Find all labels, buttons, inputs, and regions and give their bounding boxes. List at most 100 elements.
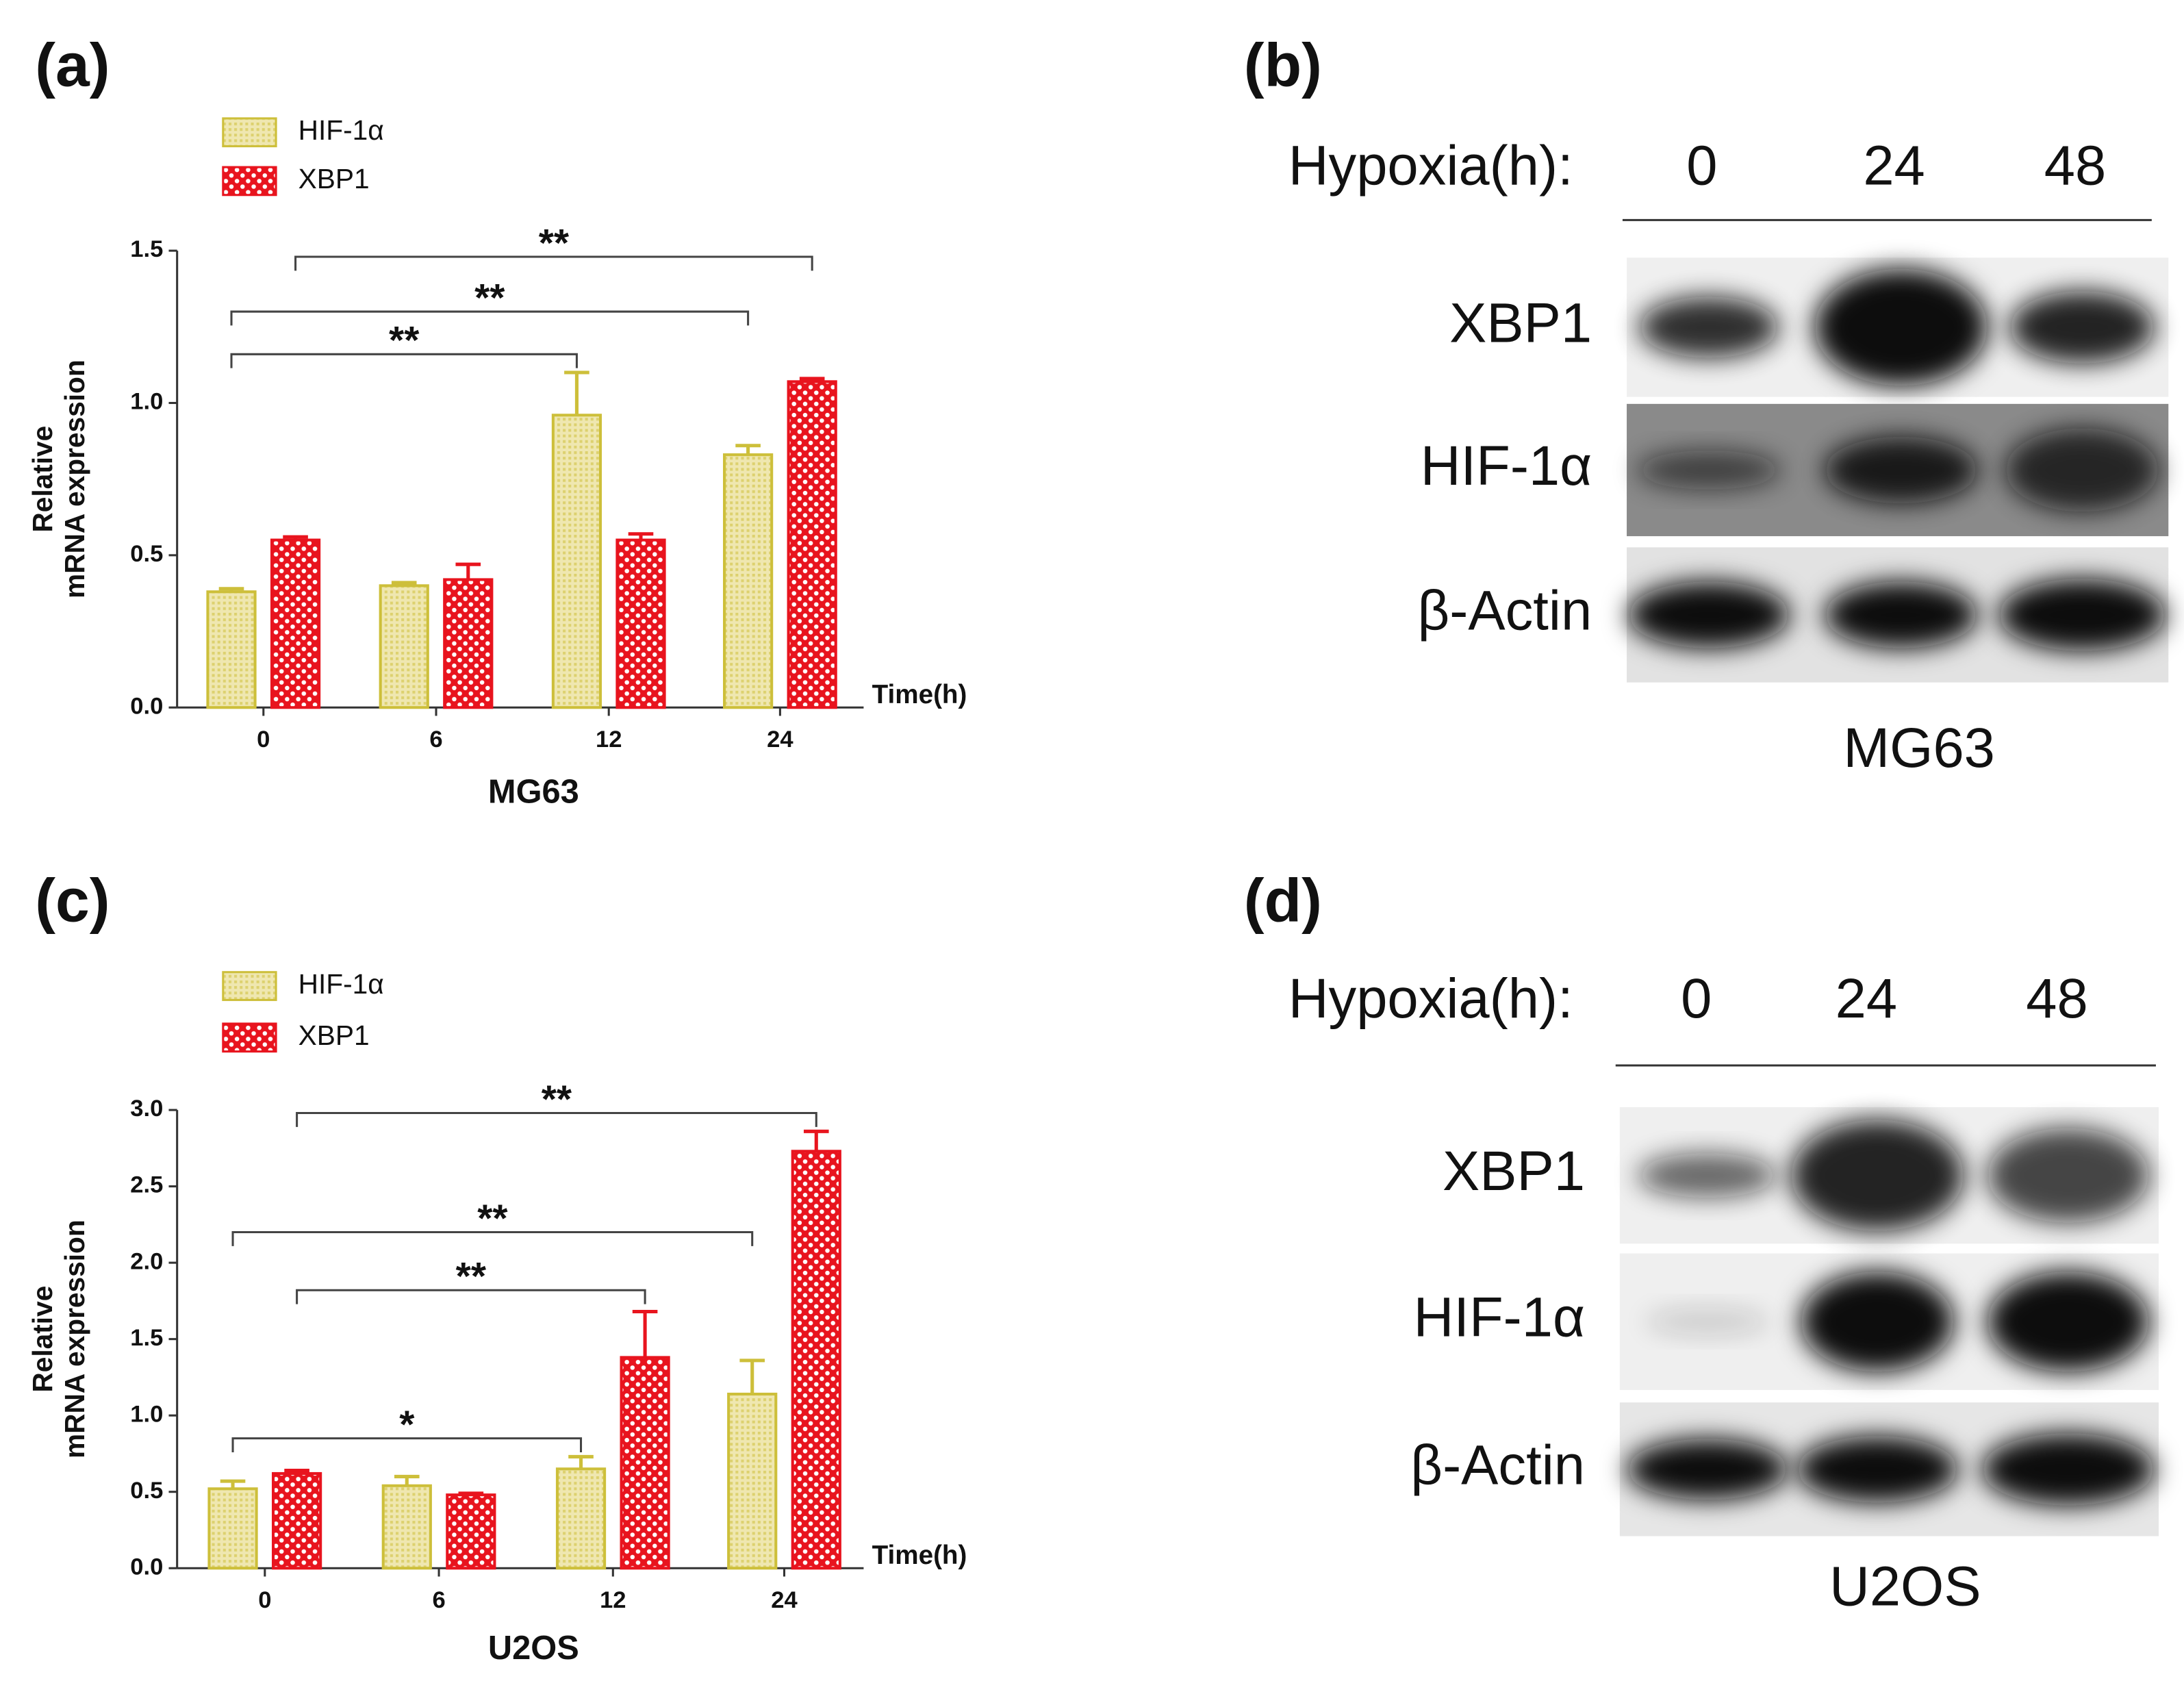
y-tick-label: 1.5: [130, 236, 163, 262]
subtitle: MG63: [488, 773, 579, 810]
bar: [551, 414, 602, 709]
row-label: HIF-1α: [1414, 1287, 1585, 1349]
y-axis-label: Relative: [27, 1286, 58, 1393]
blot-band: [1791, 1120, 1964, 1232]
cell-line: MG63: [1843, 717, 1995, 779]
legend-label: XBP1: [299, 1020, 370, 1051]
y-tick-label: 0.5: [130, 1478, 163, 1504]
legend-label: XBP1: [299, 163, 370, 194]
x-tick-label: 6: [429, 726, 442, 753]
significance-bracket: [296, 1289, 646, 1304]
y-tick-label: 1.0: [130, 389, 163, 415]
y-axis-label: Relative: [27, 426, 58, 533]
panel-label: (c): [35, 866, 110, 935]
legend-swatch: [222, 117, 277, 148]
row-label: HIF-1α: [1421, 435, 1592, 497]
y-tick-label: 2.0: [130, 1248, 163, 1274]
blot-band: [2009, 291, 2155, 364]
y-tick-label: 0.5: [130, 541, 163, 567]
blot-header: Hypoxia(h):: [1288, 135, 1573, 197]
blot-band: [1636, 450, 1781, 490]
bar: [727, 1392, 778, 1570]
bar: [791, 1150, 841, 1570]
significance-bracket: [296, 1112, 817, 1127]
bar: [379, 584, 429, 709]
significance-bracket: [231, 1437, 583, 1452]
blot-band: [2005, 428, 2159, 512]
lane-label: 24: [1863, 135, 1925, 197]
blot-band: [1628, 581, 1790, 648]
x-axis-label: Time(h): [872, 680, 967, 709]
y-tick-label: 0.0: [130, 693, 163, 719]
y-axis-label: mRNA expression: [59, 359, 90, 598]
x-tick-label: 12: [596, 726, 622, 753]
significance-label: **: [456, 1254, 487, 1298]
y-axis-label: mRNA expression: [59, 1219, 90, 1458]
row-label: XBP1: [1449, 292, 1592, 354]
panel-label: (d): [1244, 866, 1322, 935]
blot-band: [1824, 581, 1978, 648]
blot-band: [1987, 1272, 2149, 1372]
x-tick-label: 24: [771, 1587, 798, 1613]
significance-label: **: [542, 1077, 572, 1121]
blot-band: [1998, 579, 2166, 651]
blot-band: [1638, 1153, 1777, 1198]
row-label: β-Actin: [1410, 1434, 1585, 1496]
blot-band: [1639, 296, 1779, 358]
cell-line: U2OS: [1829, 1555, 1981, 1617]
y-tick-label: 1.5: [130, 1325, 163, 1351]
bar: [381, 1484, 432, 1570]
bar: [615, 538, 666, 709]
bar: [555, 1467, 607, 1570]
lane-label: 0: [1681, 968, 1712, 1030]
legend-swatch: [222, 971, 277, 1001]
significance-label: **: [389, 318, 420, 362]
bar: [271, 1471, 322, 1570]
blot-band: [1814, 268, 1988, 386]
y-tick-label: 2.5: [130, 1172, 163, 1198]
x-tick-label: 0: [257, 726, 270, 753]
significance-bracket: [294, 255, 813, 271]
lane-label: 0: [1686, 135, 1717, 197]
significance-bracket: [230, 310, 750, 326]
bar: [620, 1356, 670, 1570]
y-tick-label: 1.0: [130, 1401, 163, 1427]
lane-label: 48: [2044, 135, 2106, 197]
blot-band: [1801, 1272, 1955, 1372]
significance-bracket: [231, 1230, 754, 1246]
bar: [270, 538, 321, 709]
significance-label: *: [399, 1402, 415, 1446]
significance-label: **: [539, 221, 570, 265]
blot-band: [1824, 436, 1978, 504]
significance-bracket: [230, 353, 578, 368]
blot-band: [1796, 1436, 1959, 1503]
bar: [446, 1493, 496, 1570]
blot-band: [1627, 1439, 1788, 1500]
bar: [722, 453, 774, 709]
lane-label: 24: [1836, 968, 1897, 1030]
blot-band: [1987, 1128, 2149, 1223]
legend-swatch: [222, 1022, 277, 1053]
legend-label: HIF-1α: [299, 968, 384, 1000]
bar: [787, 380, 837, 709]
bar: [443, 578, 494, 709]
x-axis-label: Time(h): [872, 1541, 967, 1570]
row-label: β-Actin: [1417, 579, 1592, 642]
x-tick-label: 12: [600, 1587, 626, 1613]
blot-band: [1981, 1432, 2155, 1506]
x-tick-label: 6: [432, 1587, 445, 1613]
bar: [206, 590, 257, 709]
blot-band: [1645, 1307, 1770, 1336]
x-tick-label: 24: [767, 726, 793, 753]
lane-label: 48: [2026, 968, 2087, 1030]
legend-swatch: [222, 166, 277, 197]
subtitle: U2OS: [488, 1630, 579, 1667]
y-tick-label: 0.0: [130, 1554, 163, 1580]
bar: [207, 1487, 258, 1570]
significance-label: **: [474, 276, 505, 320]
legend-label: HIF-1α: [299, 114, 384, 146]
panel-label: (b): [1244, 30, 1322, 99]
panel-label: (a): [35, 30, 110, 99]
blot-header: Hypoxia(h):: [1288, 968, 1573, 1030]
